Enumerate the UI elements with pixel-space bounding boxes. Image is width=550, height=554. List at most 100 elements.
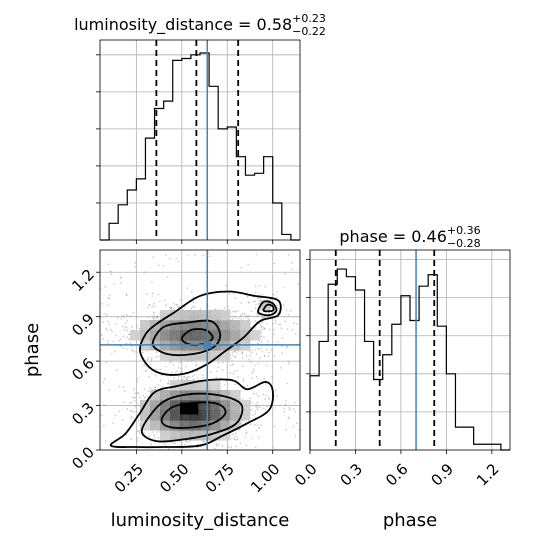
sample-point xyxy=(261,293,264,296)
sample-point xyxy=(257,342,259,345)
sample-point xyxy=(255,353,258,355)
sample-point xyxy=(285,428,288,431)
sample-point xyxy=(292,425,294,428)
sample-point xyxy=(245,354,248,357)
sample-point xyxy=(165,365,167,368)
sample-point xyxy=(131,350,134,352)
sample-point xyxy=(120,277,122,280)
sample-point xyxy=(254,413,257,415)
sample-point xyxy=(122,325,124,328)
sample-point xyxy=(149,364,152,366)
sample-point xyxy=(157,355,160,358)
density-cell xyxy=(180,380,191,391)
sample-point xyxy=(125,326,127,328)
sample-point xyxy=(277,341,279,343)
sample-point xyxy=(103,404,105,406)
sample-point xyxy=(232,316,235,318)
sample-point xyxy=(159,368,161,371)
sample-point xyxy=(122,401,125,403)
panel-3-title-plus: +0.36 xyxy=(447,224,481,237)
sample-point xyxy=(266,405,268,408)
sample-point xyxy=(170,371,173,374)
sample-point xyxy=(148,316,150,319)
sample-point xyxy=(130,401,132,404)
sample-point xyxy=(236,369,238,372)
sample-point xyxy=(112,340,115,343)
sample-point xyxy=(225,284,228,287)
sample-point xyxy=(221,445,224,448)
sample-point xyxy=(250,310,253,313)
sample-point xyxy=(225,380,227,382)
sample-point xyxy=(146,293,148,295)
sample-point xyxy=(223,383,226,386)
sample-point xyxy=(248,318,250,321)
panel-1-title-value: 0.58 xyxy=(257,15,293,34)
sample-point xyxy=(284,273,286,275)
sample-point xyxy=(281,337,284,340)
sample-point xyxy=(280,367,282,369)
x-tick-label: 0.75 xyxy=(202,460,238,496)
sample-point xyxy=(251,349,254,352)
sample-point xyxy=(268,351,270,354)
sample-point xyxy=(129,410,132,412)
sample-point xyxy=(267,340,269,342)
sample-point xyxy=(147,390,150,392)
sample-point xyxy=(272,293,275,296)
sample-point xyxy=(257,314,259,316)
sample-point xyxy=(184,443,186,446)
sample-point xyxy=(221,361,224,364)
sample-point xyxy=(126,348,128,350)
sample-point xyxy=(178,366,180,369)
sample-point xyxy=(234,432,237,435)
panel-3-quantile-lines xyxy=(334,250,436,450)
density-cell xyxy=(190,330,201,341)
sample-point xyxy=(245,433,247,435)
sample-point xyxy=(298,429,300,431)
sample-point xyxy=(234,383,236,386)
sample-point xyxy=(199,308,202,310)
sample-point xyxy=(267,355,270,357)
sample-point xyxy=(126,294,128,297)
sample-point xyxy=(147,395,149,398)
sample-point xyxy=(260,335,263,338)
sample-point xyxy=(245,444,248,447)
contour-mid-lower xyxy=(140,392,244,443)
sample-point xyxy=(265,364,268,367)
sample-point xyxy=(188,375,191,378)
sample-point xyxy=(107,263,110,266)
sample-point xyxy=(151,316,154,318)
sample-point xyxy=(134,396,137,399)
sample-point xyxy=(136,380,139,383)
sample-point xyxy=(167,382,169,385)
phase-x-tick-label: 0.0 xyxy=(291,460,321,490)
sample-point xyxy=(257,395,260,397)
sample-point xyxy=(137,392,140,394)
sample-point xyxy=(256,401,258,404)
sample-point xyxy=(143,364,145,367)
sample-point xyxy=(156,316,159,319)
sample-point xyxy=(255,375,258,378)
sample-point xyxy=(244,436,246,439)
sample-point xyxy=(294,332,297,335)
density-cell xyxy=(200,410,211,421)
sample-point xyxy=(266,322,268,325)
sample-point xyxy=(162,264,165,267)
sample-point xyxy=(175,258,177,260)
sample-point xyxy=(248,301,250,304)
sample-point xyxy=(231,318,234,320)
sample-point xyxy=(134,392,136,394)
sample-point xyxy=(205,271,207,274)
density-cell xyxy=(210,320,221,331)
density-cell xyxy=(210,420,221,431)
sample-point xyxy=(290,268,293,271)
sample-point xyxy=(110,273,113,275)
sample-point xyxy=(259,357,261,360)
panel-1-title: luminosity_distance = 0.58+0.23 −0.22 xyxy=(74,12,326,38)
density-cell xyxy=(170,330,181,341)
sample-point xyxy=(255,404,257,406)
sample-point xyxy=(286,382,288,385)
panel-2d-ticks xyxy=(96,271,274,454)
sample-point xyxy=(176,370,178,373)
panel-2d-truth-lines xyxy=(100,250,300,450)
density-cell xyxy=(180,420,191,431)
